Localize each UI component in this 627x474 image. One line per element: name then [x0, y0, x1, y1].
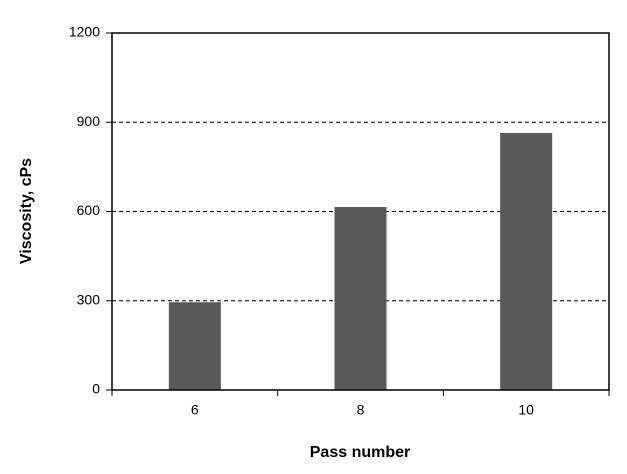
bar [500, 132, 553, 390]
y-axis-title: Viscosity, cPs [18, 158, 35, 264]
y-tick-label: 0 [92, 381, 100, 397]
y-tick-label: 1200 [69, 24, 100, 40]
x-tick-label: 6 [191, 402, 199, 418]
y-tick-label: 900 [77, 113, 101, 129]
y-tick-label: 300 [77, 291, 101, 307]
x-tick-label: 10 [518, 402, 534, 418]
y-tick-label: 600 [77, 202, 101, 218]
plot-frame [111, 32, 610, 391]
x-tick-label: 8 [357, 402, 365, 418]
bar [334, 207, 387, 390]
x-axis-title: Pass number [310, 444, 410, 461]
bar [168, 302, 221, 390]
